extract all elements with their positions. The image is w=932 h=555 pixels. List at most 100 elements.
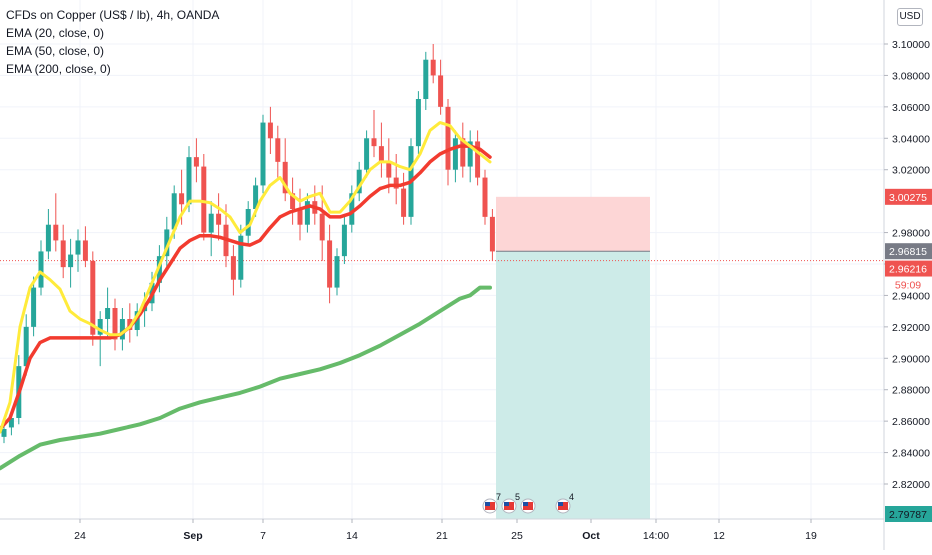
candle-body (31, 287, 37, 327)
currency-button[interactable]: USD (897, 8, 923, 26)
event-flag-icon[interactable]: 7 (482, 492, 501, 514)
event-count-label: 7 (496, 492, 501, 502)
candle (230, 245, 236, 296)
time-tick-label: 14:00 (643, 530, 669, 542)
candle-body (415, 99, 421, 147)
price-tick-label: 2.84000 (892, 448, 930, 460)
time-tick-label: Sep (183, 530, 202, 542)
chart-legend: CFDs on Copper (US$ / lb), 4h, OANDA EMA… (6, 6, 219, 78)
candle (282, 138, 288, 202)
indicator-ema-200[interactable]: EMA (200, close, 0) (6, 62, 111, 76)
candle (371, 110, 377, 158)
candle (112, 298, 118, 351)
event-flag-icon[interactable] (520, 498, 536, 514)
candle-body (393, 177, 399, 189)
candle-body (282, 161, 288, 194)
candle-body (378, 146, 384, 162)
event-flag-icon[interactable]: 5 (501, 492, 520, 514)
candle (275, 125, 281, 178)
candle (267, 106, 273, 154)
candle (38, 240, 44, 296)
risk-reward-zones[interactable] (0, 196, 884, 519)
stop-price-tag-text: 3.00275 (889, 192, 927, 204)
take-profit-zone[interactable] (496, 251, 650, 519)
flag-canton (558, 502, 563, 506)
candle (68, 238, 74, 288)
price-tick-label: 2.86000 (892, 416, 930, 428)
candle-body (452, 138, 458, 170)
economic-events[interactable]: 7 5 4 (482, 492, 574, 514)
price-tick-label: 3.10000 (892, 39, 930, 51)
candle (201, 154, 207, 241)
symbol-title[interactable]: CFDs on Copper (US$ / lb), 4h, OANDA (6, 8, 220, 22)
price-tick-label: 3.08000 (892, 70, 930, 82)
candle (45, 209, 51, 260)
price-tick-label: 2.88000 (892, 385, 930, 397)
time-tick-label: 12 (713, 530, 725, 542)
current-price-tag-text: 2.96216 (889, 264, 927, 276)
price-axis[interactable]: 3.10000 3.08000 3.06000 3.04000 3.02000 2.980… (884, 39, 930, 491)
candle-body (356, 169, 362, 194)
price-tick-label: 3.02000 (892, 165, 930, 177)
candle-body (156, 256, 162, 283)
candle (467, 130, 473, 183)
candle (119, 308, 125, 351)
candle-body (290, 193, 296, 209)
candle (401, 172, 407, 225)
candle-body (430, 59, 436, 76)
stop-price-tag: 3.00275 (885, 188, 932, 205)
candle-body (460, 138, 466, 167)
candle-body (401, 188, 407, 217)
candle (75, 229, 81, 272)
flag-canton (485, 502, 490, 506)
candle (482, 169, 488, 225)
time-axis[interactable]: 24 Sep 7 14 21 25 Oct 14:00 12 19 (74, 519, 817, 542)
candle (60, 224, 66, 279)
candle (216, 193, 222, 241)
candle-body (364, 138, 370, 170)
ema-200-line (0, 285, 492, 471)
candle (327, 224, 333, 304)
current-price-tag: 2.96216 (885, 260, 932, 277)
event-flag-icon[interactable]: 4 (555, 492, 574, 514)
candle-body (216, 213, 222, 225)
stop-price-tag-bg (885, 188, 932, 205)
price-tick-label: 2.98000 (892, 228, 930, 240)
candle (193, 138, 199, 183)
candle-body (171, 193, 177, 230)
candle-body (119, 319, 125, 340)
candle-body (82, 240, 88, 261)
candle-body (186, 157, 192, 205)
candle-body (482, 177, 488, 217)
candle-body (75, 240, 81, 255)
candle (356, 161, 362, 202)
time-tick-label: 7 (260, 530, 266, 542)
candle (349, 185, 355, 233)
candle-body (112, 308, 118, 340)
stop-loss-zone[interactable] (496, 196, 650, 252)
candle (430, 44, 436, 84)
time-tick-label: 24 (74, 530, 86, 542)
target-price-tag-text: 2.79787 (889, 509, 927, 521)
candle-body (267, 122, 273, 139)
candle (460, 122, 466, 178)
candle (238, 224, 244, 288)
price-tick-label: 2.90000 (892, 353, 930, 365)
candle (334, 248, 340, 296)
candle-body (467, 141, 473, 167)
price-tick-label: 2.82000 (892, 479, 930, 491)
time-tick-label: 19 (805, 530, 817, 542)
candle-body (327, 240, 333, 288)
time-tick-label: 21 (436, 530, 448, 542)
indicator-ema-20[interactable]: EMA (20, close, 0) (6, 26, 105, 40)
candle-body (179, 193, 185, 205)
candle-body (445, 106, 451, 170)
time-tick-label: 14 (346, 530, 358, 542)
target-price-tag: 2.79787 (885, 506, 932, 522)
time-tick-label: 25 (511, 530, 523, 542)
candle (208, 201, 214, 257)
candle (245, 201, 251, 246)
indicator-ema-50[interactable]: EMA (50, close, 0) (6, 44, 105, 58)
